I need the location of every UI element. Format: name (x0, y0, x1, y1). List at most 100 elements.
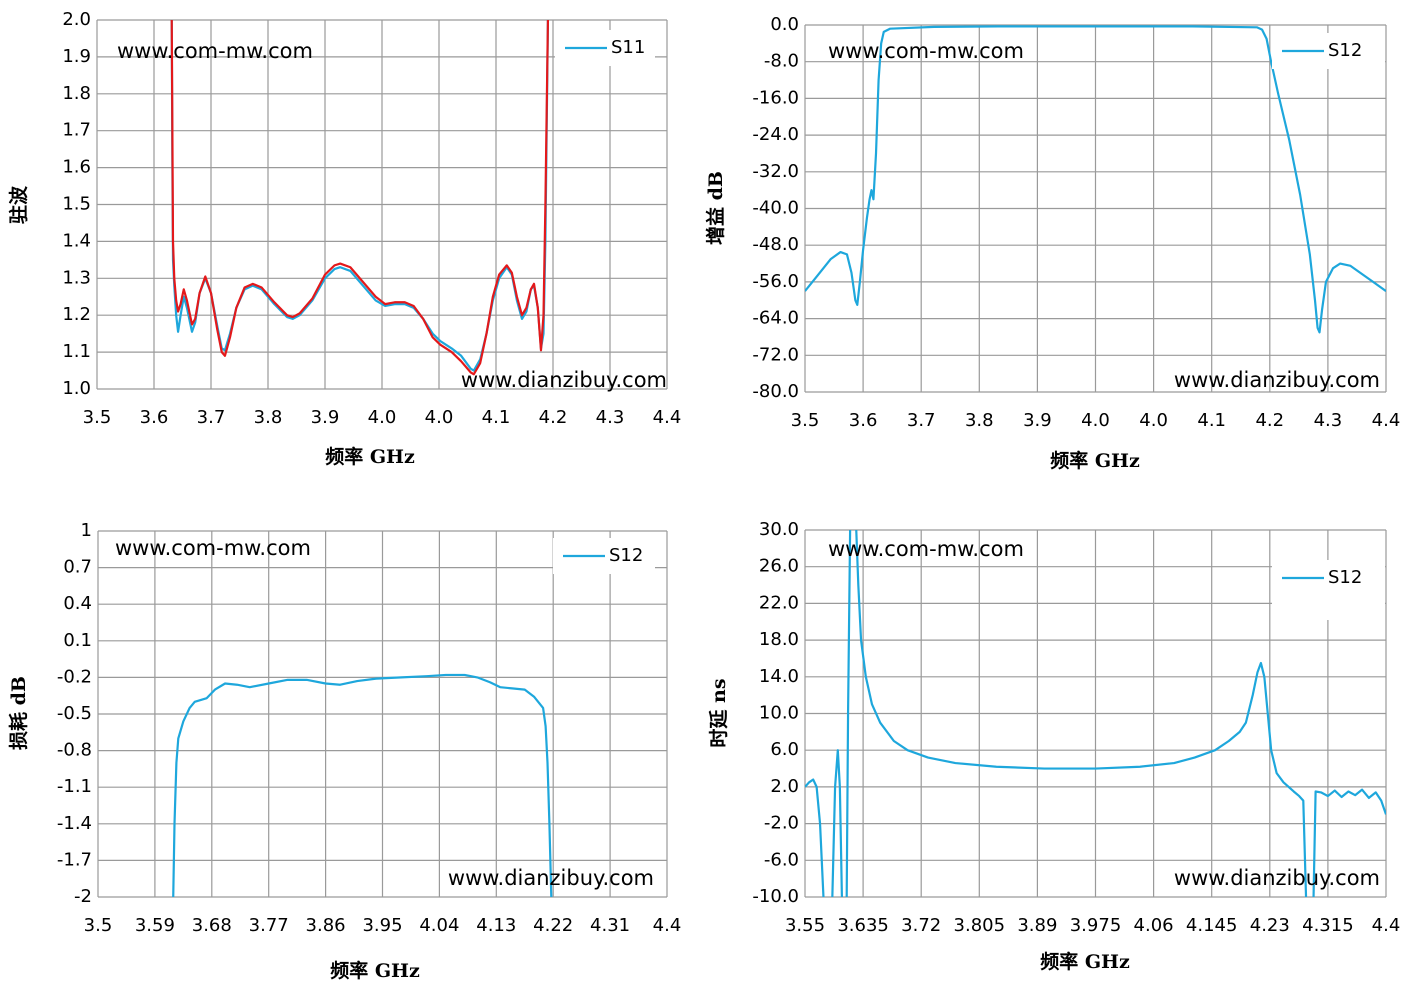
x-tick-label: 4.06 (1134, 915, 1174, 936)
series-line (170, 20, 550, 376)
y-tick-label: -24.0 (752, 124, 799, 145)
annotation: www.com-mw.com (828, 39, 1024, 63)
y-tick-label: -16.0 (752, 87, 799, 108)
y-tick-label: -56.0 (752, 271, 799, 292)
y-tick-label: -8.0 (764, 51, 799, 72)
y-tick-label: -64.0 (752, 308, 799, 329)
x-tick-label: 3.6 (140, 407, 169, 428)
y-tick-label: -72.0 (752, 344, 799, 365)
x-tick-label: 4.145 (1186, 915, 1238, 936)
y-tick-label: -0.5 (57, 703, 92, 724)
x-tick-label: 3.68 (192, 915, 232, 936)
y-tick-label: 1.4 (62, 230, 91, 251)
x-tick-label: 3.72 (901, 915, 941, 936)
x-tick-label: 3.8 (965, 410, 994, 431)
x-tick-label: 4.2 (539, 407, 568, 428)
x-tick-label: 3.9 (311, 407, 340, 428)
x-axis-label: 频率 GHz (1050, 449, 1140, 472)
x-tick-label: 4.23 (1250, 915, 1290, 936)
y-tick-label: -0.8 (57, 740, 92, 761)
x-tick-label: 4.0 (1139, 410, 1168, 431)
y-tick-label: -32.0 (752, 161, 799, 182)
x-tick-label: 3.635 (837, 915, 889, 936)
y-tick-label: 26.0 (759, 556, 799, 577)
y-axis-label: 增益 dB (704, 171, 727, 245)
y-tick-label: 14.0 (759, 666, 799, 687)
annotation: www.dianzibuy.com (461, 368, 667, 392)
series-line (172, 673, 553, 897)
legend-label: S12 (1328, 40, 1362, 61)
x-tick-label: 4.4 (1372, 915, 1401, 936)
x-tick-label: 3.8 (254, 407, 283, 428)
x-tick-label: 3.9 (1023, 410, 1052, 431)
y-tick-label: 0.1 (63, 630, 92, 651)
x-tick-label: 4.2 (1255, 410, 1284, 431)
x-tick-label: 4.4 (653, 915, 682, 936)
annotation: www.com-mw.com (115, 536, 311, 560)
x-tick-label: 3.5 (84, 915, 113, 936)
y-tick-label: -2 (74, 886, 92, 907)
y-tick-label: -1.7 (57, 849, 92, 870)
y-tick-label: 0.0 (770, 14, 799, 35)
y-tick-label: -2.0 (764, 813, 799, 834)
y-tick-label: 0.7 (63, 557, 92, 578)
x-tick-label: 3.975 (1070, 915, 1122, 936)
y-tick-label: -80.0 (752, 381, 799, 402)
annotation: www.dianzibuy.com (448, 866, 654, 890)
y-tick-label: 30.0 (759, 519, 799, 540)
x-tick-label: 3.59 (135, 915, 175, 936)
x-tick-label: 3.77 (249, 915, 289, 936)
y-tick-label: 18.0 (759, 629, 799, 650)
y-tick-label: -6.0 (764, 849, 799, 870)
y-tick-label: 0.4 (63, 593, 92, 614)
y-tick-label: -10.0 (752, 886, 799, 907)
x-tick-label: 4.13 (476, 915, 516, 936)
x-tick-label: 4.22 (533, 915, 573, 936)
x-axis-label: 频率 GHz (330, 959, 420, 982)
y-tick-label: 1.6 (62, 157, 91, 178)
y-tick-label: -48.0 (752, 234, 799, 255)
y-tick-label: 2.0 (770, 776, 799, 797)
y-tick-label: -1.4 (57, 813, 92, 834)
x-tick-label: 3.89 (1017, 915, 1057, 936)
y-tick-label: 1.9 (62, 46, 91, 67)
x-tick-label: 3.5 (791, 410, 820, 431)
x-tick-label: 4.0 (425, 407, 454, 428)
x-tick-label: 4.1 (482, 407, 511, 428)
x-tick-label: 4.0 (1081, 410, 1110, 431)
x-axis-label: 频率 GHz (325, 445, 415, 468)
x-tick-label: 4.31 (590, 915, 630, 936)
legend-box (1272, 560, 1385, 620)
y-tick-label: 1 (81, 520, 92, 541)
x-tick-label: 3.805 (954, 915, 1006, 936)
series-line (805, 530, 1386, 897)
y-tick-label: 1.3 (62, 267, 91, 288)
legend-label: S12 (609, 545, 643, 566)
y-tick-label: 2.0 (62, 9, 91, 30)
annotation: www.dianzibuy.com (1174, 368, 1380, 392)
legend-label: S11 (611, 37, 645, 58)
y-tick-label: 1.0 (62, 378, 91, 399)
x-tick-label: 3.7 (907, 410, 936, 431)
x-tick-label: 4.04 (419, 915, 459, 936)
y-axis-label: 损耗 dB (8, 676, 30, 750)
y-tick-label: -40.0 (752, 198, 799, 219)
series-line (805, 25, 1386, 334)
x-tick-label: 3.7 (197, 407, 226, 428)
y-tick-label: 1.8 (62, 83, 91, 104)
x-tick-label: 4.3 (596, 407, 625, 428)
x-tick-label: 4.1 (1197, 410, 1226, 431)
x-tick-label: 4.315 (1302, 915, 1354, 936)
series-line (170, 20, 550, 372)
y-tick-label: -0.2 (57, 666, 92, 687)
x-tick-label: 3.55 (785, 915, 825, 936)
annotation: www.com-mw.com (828, 537, 1024, 561)
y-tick-label: 22.0 (759, 592, 799, 613)
x-tick-label: 3.95 (362, 915, 402, 936)
x-tick-label: 3.5 (83, 407, 112, 428)
x-tick-label: 4.0 (368, 407, 397, 428)
x-tick-label: 3.6 (849, 410, 878, 431)
y-tick-label: -1.1 (57, 776, 92, 797)
y-tick-label: 1.1 (62, 341, 91, 362)
